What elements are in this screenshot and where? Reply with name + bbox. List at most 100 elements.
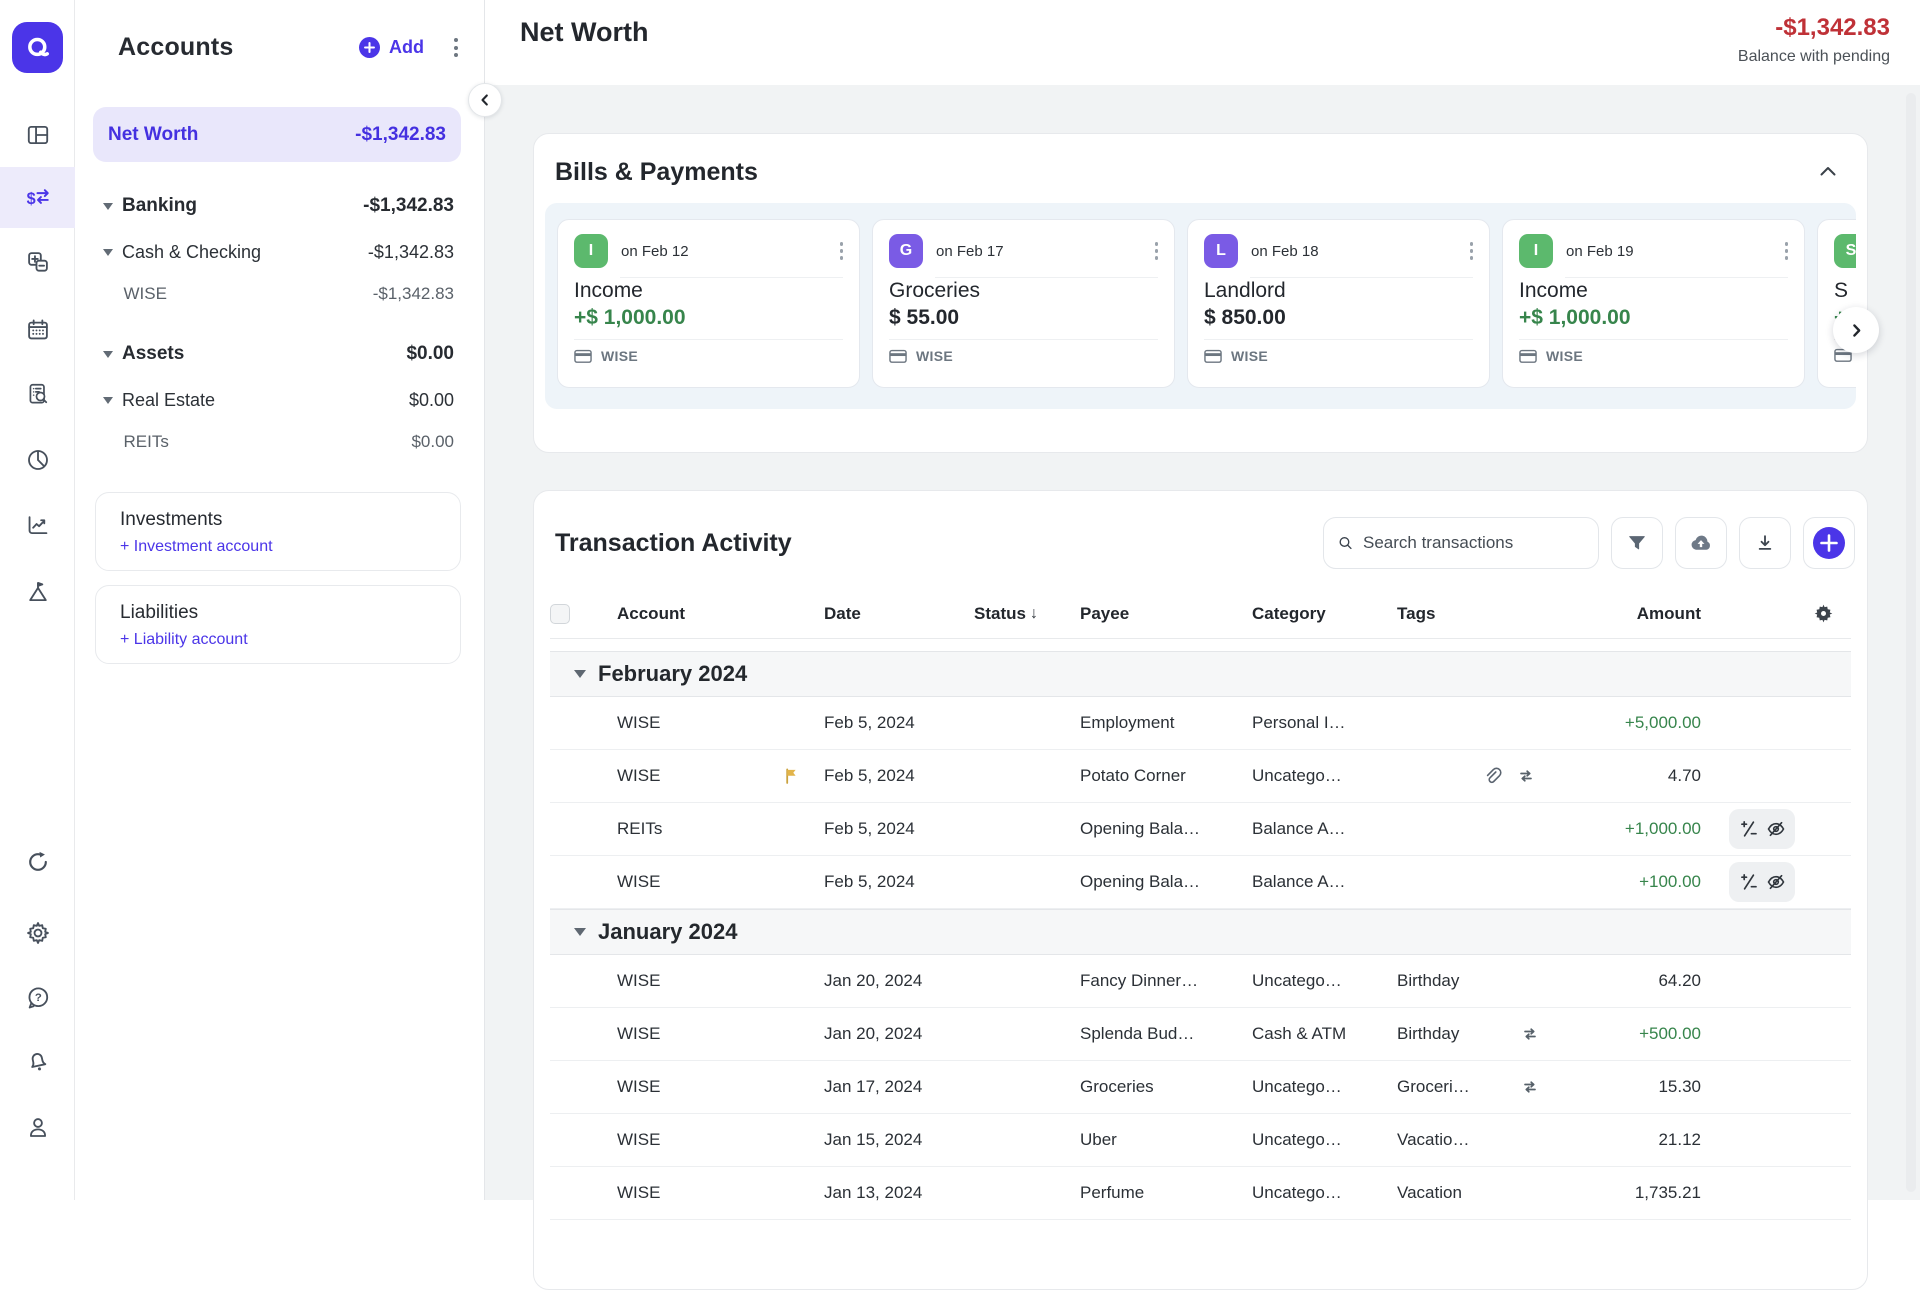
bills-section-title: Bills & Payments (555, 158, 758, 187)
bill-amount: $ 55.00 (889, 306, 1158, 330)
bill-card-menu-button[interactable] (1781, 238, 1793, 264)
account-label: Assets (122, 343, 406, 365)
collapse-caret-icon (103, 249, 113, 256)
account-group-real-estate[interactable]: Real Estate $0.00 (75, 378, 484, 422)
pie-chart-icon (25, 447, 51, 473)
bill-payee: Groceries (889, 279, 1158, 303)
scrollbar[interactable] (1906, 93, 1916, 1192)
download-button[interactable] (1739, 517, 1791, 569)
net-worth-item[interactable]: Net Worth -$1,342.83 (93, 107, 461, 162)
bill-date: on Feb 18 (1251, 243, 1466, 260)
table-row[interactable]: REITs Feb 5, 2024 Opening Bala… Balance … (550, 803, 1851, 856)
account-group-banking[interactable]: Banking -$1,342.83 (75, 182, 484, 230)
bill-card-menu-button[interactable] (1466, 238, 1478, 264)
gear-icon (25, 920, 51, 946)
nav-goals[interactable] (0, 563, 75, 621)
cloud-upload-button[interactable] (1675, 517, 1727, 569)
column-header-category[interactable]: Category (1252, 604, 1397, 624)
table-header: Account Date Status ↓ Payee Category Tag… (550, 589, 1851, 639)
column-header-amount[interactable]: Amount (1602, 604, 1701, 624)
bill-card-menu-button[interactable] (1151, 238, 1163, 264)
nav-dashboard[interactable] (0, 106, 75, 164)
liabilities-card[interactable]: Liabilities + Liability account (95, 585, 461, 664)
column-header-payee[interactable]: Payee (1080, 604, 1252, 624)
bill-amount: $ 850.00 (1204, 306, 1473, 330)
card-icon (574, 349, 592, 364)
bill-payee: Income (574, 279, 843, 303)
account-label: Banking (122, 195, 363, 217)
sync-button[interactable] (0, 833, 75, 891)
bill-card-groceries-feb17[interactable]: G on Feb 17 Groceries $ 55.00 WISE (872, 219, 1175, 388)
column-header-tags[interactable]: Tags (1397, 604, 1482, 624)
plus-circle-icon (359, 37, 380, 58)
nav-calendar[interactable] (0, 301, 75, 359)
calendar-icon (25, 317, 51, 343)
cell-account: WISE (602, 872, 778, 892)
collapse-section-button[interactable] (1815, 160, 1841, 186)
total-balance: -$1,342.83 (1738, 14, 1890, 42)
cell-date: Feb 5, 2024 (824, 819, 974, 839)
bills-scroll-next-button[interactable] (1833, 307, 1879, 353)
table-row[interactable]: WISE Feb 5, 2024 Opening Bala… Balance A… (550, 856, 1851, 909)
collapse-caret-icon (103, 397, 113, 404)
eye-off-icon (1766, 872, 1786, 892)
group-header-january-2024[interactable]: January 2024 (550, 909, 1851, 955)
cell-amount: 1,735.21 (1602, 1183, 1701, 1203)
table-row[interactable]: WISE Feb 5, 2024 Employment Personal I… … (550, 697, 1851, 750)
table-row[interactable]: WISE Jan 20, 2024 Fancy Dinner… Uncatego… (550, 955, 1851, 1008)
account-label: Real Estate (122, 390, 409, 411)
bill-card-partial[interactable]: S S +$ (1817, 219, 1856, 388)
flag-icon (782, 767, 800, 785)
settings-button[interactable] (0, 904, 75, 962)
cell-category: Cash & ATM (1252, 1024, 1397, 1044)
search-input[interactable] (1363, 533, 1584, 553)
account-group-cash-checking[interactable]: Cash & Checking -$1,342.83 (75, 230, 484, 274)
table-settings-button[interactable] (1701, 602, 1853, 625)
table-row[interactable]: WISE Jan 13, 2024 Perfume Uncatego… Vaca… (550, 1167, 1851, 1220)
table-row[interactable]: WISE Jan 15, 2024 Uber Uncatego… Vacatio… (550, 1114, 1851, 1167)
cell-payee: Fancy Dinner… (1080, 971, 1252, 991)
table-row[interactable]: WISE Jan 17, 2024 Groceries Uncatego… Gr… (550, 1061, 1851, 1114)
bill-card-income-feb12[interactable]: I on Feb 12 Income +$ 1,000.00 WISE (557, 219, 860, 388)
column-header-account[interactable]: Account (602, 604, 778, 624)
bill-date: on Feb 12 (621, 243, 836, 260)
nav-trends[interactable] (0, 496, 75, 554)
accounts-menu-button[interactable] (450, 34, 462, 61)
collapse-panel-button[interactable] (468, 83, 502, 117)
account-item-reits[interactable]: REITs $0.00 (75, 422, 484, 462)
table-row[interactable]: WISE Feb 5, 2024 Potato Corner Uncatego… (550, 750, 1851, 803)
cell-account: WISE (602, 713, 778, 733)
cell-amount: 15.30 (1602, 1077, 1701, 1097)
nav-reports[interactable] (0, 365, 75, 423)
account-amount: -$1,342.83 (363, 195, 454, 217)
cell-date: Jan 15, 2024 (824, 1130, 974, 1150)
group-header-february-2024[interactable]: February 2024 (550, 651, 1851, 697)
select-all-checkbox[interactable] (550, 604, 570, 624)
add-transaction-button[interactable] (1803, 517, 1855, 569)
bill-card-income-feb19[interactable]: I on Feb 19 Income +$ 1,000.00 WISE (1502, 219, 1805, 388)
investments-card[interactable]: Investments + Investment account (95, 492, 461, 571)
bill-card-menu-button[interactable] (836, 238, 848, 264)
cell-amount: +5,000.00 (1602, 713, 1701, 733)
nav-allocation[interactable] (0, 431, 75, 489)
nav-accounts[interactable] (0, 233, 75, 291)
profile-button[interactable] (0, 1098, 75, 1156)
help-button[interactable]: ? (0, 969, 75, 1027)
filter-button[interactable] (1611, 517, 1663, 569)
cell-payee: Potato Corner (1080, 766, 1252, 786)
column-header-status[interactable]: Status ↓ (974, 604, 1080, 624)
account-group-assets[interactable]: Assets $0.00 (75, 330, 484, 378)
add-account-button[interactable]: Add (359, 37, 424, 58)
add-liability-account-link[interactable]: + Liability account (120, 631, 440, 649)
trend-chart-icon (25, 512, 51, 538)
account-item-wise[interactable]: WISE -$1,342.83 (75, 274, 484, 314)
column-header-date[interactable]: Date (824, 604, 974, 624)
app-logo[interactable] (12, 22, 63, 73)
nav-transactions[interactable]: $ (0, 167, 75, 228)
table-row[interactable]: WISE Jan 20, 2024 Splenda Bud… Cash & AT… (550, 1008, 1851, 1061)
bill-account: WISE (1546, 348, 1583, 364)
bills-payments-section: Bills & Payments I on Feb 12 Income +$ 1… (533, 133, 1868, 453)
notifications-button[interactable] (0, 1033, 75, 1091)
add-investment-account-link[interactable]: + Investment account (120, 538, 440, 556)
bill-card-landlord-feb18[interactable]: L on Feb 18 Landlord $ 850.00 WISE (1187, 219, 1490, 388)
